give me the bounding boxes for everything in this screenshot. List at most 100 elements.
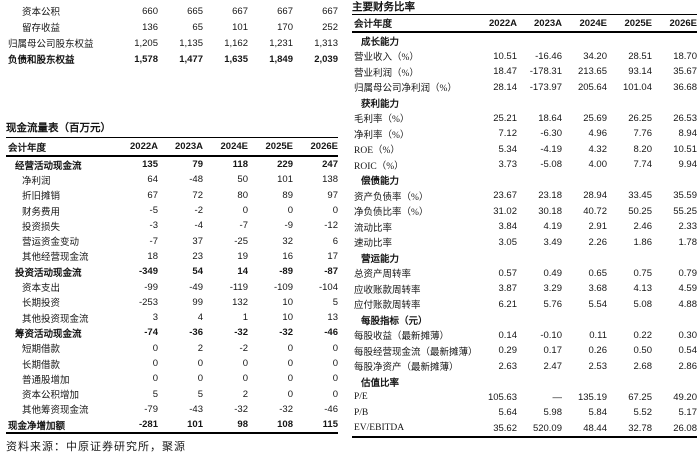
cell-value: 667 bbox=[322, 5, 338, 17]
cell-value: 89 bbox=[282, 189, 293, 201]
row-label: 长期借款 bbox=[22, 360, 61, 371]
cash-flow-table-title: 现金流量表（百万元） bbox=[6, 122, 338, 138]
cell-value: 4.96 bbox=[588, 128, 608, 140]
cell-value: 135.19 bbox=[577, 391, 607, 403]
cell-value: 9.94 bbox=[678, 159, 698, 171]
cell-value: -89 bbox=[279, 266, 293, 278]
cell-value: 0 bbox=[332, 388, 338, 400]
row-label: 成长能力 bbox=[361, 37, 400, 48]
financial-ratios-table: 会计年度 2022A 2023A 2024E 2025E 2026E 成长能力 营业收入（%… bbox=[352, 15, 697, 438]
row-label: 投资活动现金流 bbox=[15, 268, 82, 279]
row-label: 筹资活动现金流 bbox=[15, 329, 82, 340]
table-row: 净利润 64 -48 50 101 138 bbox=[6, 172, 338, 187]
cell-value: -25 bbox=[234, 235, 248, 247]
section-row: 成长能力 bbox=[352, 33, 697, 49]
cell-value: -87 bbox=[324, 266, 338, 278]
cell-value: -6.30 bbox=[540, 128, 562, 140]
cell-value: -32 bbox=[234, 403, 248, 415]
cell-value: -7 bbox=[149, 235, 158, 247]
cell-value: 32 bbox=[282, 235, 293, 247]
header-year: 2024E bbox=[220, 141, 248, 152]
cell-value: 135 bbox=[142, 159, 158, 171]
row-label: ROE（%） bbox=[354, 146, 400, 157]
cell-value: 72 bbox=[192, 189, 203, 201]
row-label: 资产负债率（%） bbox=[354, 192, 429, 203]
cell-value: 0.49 bbox=[543, 267, 563, 279]
cell-value: 49.20 bbox=[673, 391, 697, 403]
table-row: 应收账款周转率 3.87 3.29 3.68 4.13 4.59 bbox=[352, 281, 697, 297]
table-row: 毛利率（%） 25.21 18.64 25.69 26.25 26.53 bbox=[352, 111, 697, 127]
cell-value: -109 bbox=[273, 281, 293, 293]
cell-value: 23.67 bbox=[493, 190, 517, 202]
row-label: 每股经营现金流（最新摊薄） bbox=[354, 347, 478, 358]
cell-value: 2.26 bbox=[588, 236, 608, 248]
cell-value: -43 bbox=[189, 403, 203, 415]
cell-value: 30.18 bbox=[538, 205, 562, 217]
table-row: 普通股增加 0 0 0 0 0 bbox=[6, 371, 338, 386]
section-row: 获利能力 bbox=[352, 95, 697, 111]
cell-value: 2.86 bbox=[678, 360, 698, 372]
cell-value: 0 bbox=[152, 373, 158, 385]
cell-value: 5.34 bbox=[498, 143, 518, 155]
cell-value: 1,162 bbox=[224, 37, 248, 49]
cell-value: 19 bbox=[237, 250, 248, 262]
row-label: 短期借款 bbox=[22, 345, 61, 356]
table-row: 应付账款周转率 6.21 5.76 5.54 5.08 4.88 bbox=[352, 297, 697, 313]
cash-flow-rows: 经营活动现金流 135 79 118 229 247 净利润 64 -48 50 101 138 折旧摊… bbox=[6, 157, 338, 435]
header-year: 2025E bbox=[265, 141, 293, 152]
cell-value: 28.51 bbox=[628, 50, 652, 62]
cell-value: 40.72 bbox=[583, 205, 607, 217]
table-row: 筹资活动现金流 -74 -36 -32 -32 -46 bbox=[6, 325, 338, 340]
cell-value: 0.57 bbox=[498, 267, 518, 279]
cell-value: 5.64 bbox=[498, 407, 518, 419]
cell-value: 3.49 bbox=[543, 236, 563, 248]
cell-value: 0 bbox=[332, 342, 338, 354]
row-label: 留存收益 bbox=[22, 24, 61, 34]
cell-value: 93.14 bbox=[628, 66, 652, 78]
cell-value: 67 bbox=[147, 189, 158, 201]
cell-value: 0 bbox=[287, 373, 293, 385]
table-row: P/B 5.64 5.98 5.84 5.52 5.17 bbox=[352, 405, 697, 421]
cell-value: -5 bbox=[149, 205, 158, 217]
cell-value: 23.18 bbox=[538, 190, 562, 202]
cell-value: 2.33 bbox=[678, 221, 698, 233]
table-row: 资产负债率（%） 23.67 23.18 28.94 33.45 35.59 bbox=[352, 188, 697, 204]
row-label: ROIC（%） bbox=[354, 161, 404, 172]
cell-value: 0 bbox=[197, 373, 203, 385]
cell-value: 23 bbox=[192, 250, 203, 262]
row-label: 营业利润（%） bbox=[354, 68, 419, 79]
cell-value: -32 bbox=[279, 403, 293, 415]
cell-value: 10.51 bbox=[673, 143, 697, 155]
table-row: 归属母公司净利润（%） 28.14 -173.97 205.64 101.04 36.68 bbox=[352, 80, 697, 96]
cell-value: 25.69 bbox=[583, 112, 607, 124]
cell-value: 4.32 bbox=[588, 143, 608, 155]
cell-value: -2 bbox=[194, 205, 203, 217]
cell-value: 18 bbox=[147, 250, 158, 262]
cell-value: 1,477 bbox=[179, 53, 203, 65]
cell-value: 4.19 bbox=[543, 221, 563, 233]
cell-value: 5.98 bbox=[543, 407, 563, 419]
cell-value: 1,135 bbox=[179, 37, 203, 49]
cell-value: 34.20 bbox=[583, 50, 607, 62]
cell-value: 132 bbox=[232, 296, 248, 308]
cell-value: 0 bbox=[287, 388, 293, 400]
row-label: 营运资金变动 bbox=[22, 238, 80, 249]
financial-ratios-rows: 成长能力 营业收入（%） 10.51 -16.46 34.20 28.51 18.70 营业利… bbox=[352, 33, 697, 438]
cell-value: 138 bbox=[322, 174, 338, 186]
row-label: 每股收益（最新摊薄） bbox=[354, 332, 450, 343]
cell-value: 0 bbox=[152, 358, 158, 369]
cell-value: 4.13 bbox=[633, 283, 653, 295]
cell-value: 0 bbox=[242, 358, 248, 369]
row-label: 负债和股东权益 bbox=[8, 56, 75, 66]
header-year: 2025E bbox=[624, 17, 652, 29]
cell-value: 4.88 bbox=[678, 298, 698, 310]
section-row: 营运能力 bbox=[352, 250, 697, 266]
cell-value: 6 bbox=[332, 235, 338, 247]
cell-value: 18.64 bbox=[538, 112, 562, 124]
cell-value: 26.53 bbox=[673, 112, 697, 124]
cell-value: 0.22 bbox=[633, 329, 653, 341]
cell-value: 665 bbox=[187, 5, 203, 17]
table-row: EV/EBITDA 35.62 520.09 48.44 32.78 26.08 bbox=[352, 421, 697, 437]
table-row: ROIC（%） 3.73 -5.08 4.00 7.74 9.94 bbox=[352, 157, 697, 173]
row-label: 每股净资产（最新摊薄） bbox=[354, 363, 459, 374]
